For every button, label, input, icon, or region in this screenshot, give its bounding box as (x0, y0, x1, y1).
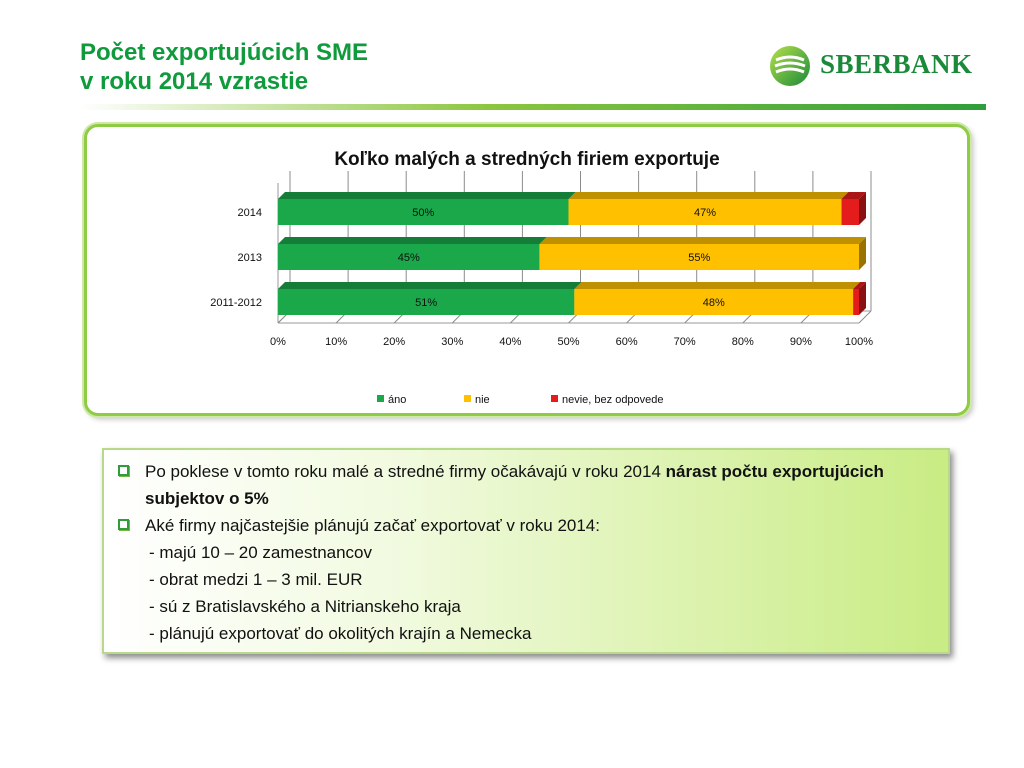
x-tick-label: 20% (383, 336, 405, 348)
bullet-2-text: Aké firmy najčastejšie plánujú začať exp… (145, 516, 600, 535)
legend-swatch-nie (464, 395, 471, 402)
y-tick-label: 2011-2012 (210, 297, 262, 309)
bullet-1: Po poklese v tomto roku malé a stredné f… (118, 458, 934, 512)
x-tick-label: 10% (325, 336, 347, 348)
legend-swatch-áno (377, 395, 384, 402)
data-label: 45% (398, 252, 420, 264)
bar-top-nie (539, 237, 866, 244)
bar-side-nevie, bez odpovede (859, 282, 866, 315)
legend-swatch-nevie, bez odpovede (551, 395, 558, 402)
gridline-floor (858, 310, 872, 324)
x-tick-label: 50% (557, 336, 579, 348)
x-tick-label: 40% (499, 336, 521, 348)
bar-nie (574, 289, 854, 315)
header-rule (80, 104, 986, 110)
x-tick-label: 60% (616, 336, 638, 348)
slide-title-line-2: v roku 2014 vzrastie (80, 68, 309, 95)
data-label: 50% (412, 207, 434, 219)
x-tick-label: 80% (732, 336, 754, 348)
bar-top-áno (278, 237, 547, 244)
bar-áno (278, 289, 575, 315)
bar-nie (539, 244, 859, 270)
sberbank-emblem-icon (770, 46, 810, 86)
logo-text: SBERBANK (820, 49, 973, 79)
slide-title: Počet exportujúcich SME v roku 2014 vzra… (80, 38, 368, 96)
x-tick-label: 70% (674, 336, 696, 348)
x-tick-label: 30% (441, 336, 463, 348)
bullet-1-plain: Po poklese v tomto roku malé a stredné f… (145, 462, 666, 481)
x-tick-label: 100% (845, 336, 873, 348)
bullet-1-bold: nárast počtu exportujúcich subjektov o 5… (145, 462, 884, 508)
bar-nevie, bez odpovede (853, 289, 859, 315)
legend-label-nie: nie (475, 394, 490, 406)
bar-top-áno (278, 282, 582, 289)
data-label: 51% (415, 297, 437, 309)
legend-label-áno: áno (388, 394, 406, 406)
bar-nevie, bez odpovede (841, 199, 859, 225)
sberbank-logo: SBERBANK (768, 44, 980, 88)
data-label: 47% (694, 207, 716, 219)
bar-áno (278, 244, 540, 270)
bar-top-nie (574, 282, 861, 289)
stacked-bar-chart: Koľko malých a stredných firiem exportuj… (210, 149, 873, 406)
chart-panel: Koľko malých a stredných firiem exportuj… (84, 124, 970, 416)
bar-top-áno (278, 192, 576, 199)
bar-top-nie (568, 192, 849, 199)
sub-line-3: - sú z Bratislavského a Nitrianskeho kra… (149, 597, 461, 616)
bar-side-nie (859, 237, 866, 270)
bar-side-nevie, bez odpovede (859, 192, 866, 225)
x-tick-label: 0% (270, 336, 286, 348)
slide-title-line-1: Počet exportujúcich SME (80, 39, 369, 66)
bar-nie (568, 199, 842, 225)
x-tick-label: 90% (790, 336, 812, 348)
data-label: 48% (703, 297, 725, 309)
bar-top-nevie, bez odpovede (841, 192, 866, 199)
text-panel: Po poklese v tomto roku malé a stredné f… (102, 448, 950, 654)
data-label: 55% (688, 252, 710, 264)
sub-line-4: - plánujú exportovať do okolitých krajín… (149, 624, 532, 643)
legend-label-nevie, bez odpovede: nevie, bez odpovede (562, 394, 664, 406)
sub-line-2: - obrat medzi 1 – 3 mil. EUR (149, 570, 363, 589)
y-tick-label: 2014 (238, 207, 262, 219)
sub-line-1: - majú 10 – 20 zamestnancov (149, 543, 373, 562)
bar-top-nevie, bez odpovede (853, 282, 866, 289)
bullet-1-text: Po poklese v tomto roku malé a stredné f… (145, 458, 934, 512)
checkbox-bullet-icon (118, 519, 129, 530)
y-tick-label: 2013 (238, 252, 262, 264)
bullet-2: Aké firmy najčastejšie plánujú začať exp… (118, 512, 934, 539)
chart-title: Koľko malých a stredných firiem exportuj… (334, 149, 719, 170)
bar-áno (278, 199, 569, 225)
checkbox-bullet-icon (118, 465, 129, 476)
